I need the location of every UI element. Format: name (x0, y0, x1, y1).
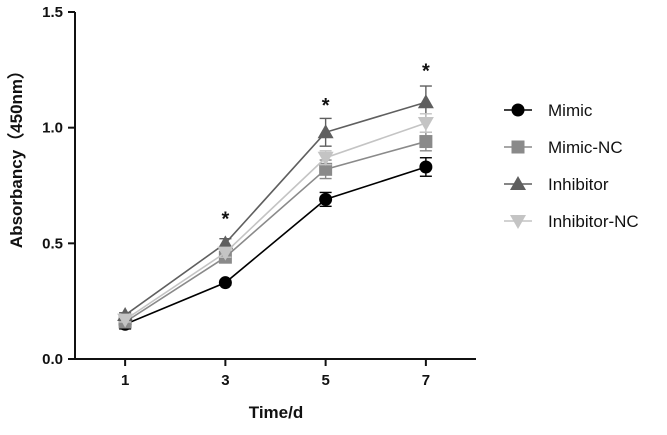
data-point (218, 276, 232, 290)
significance-star: * (322, 95, 330, 117)
significance-star: * (422, 61, 430, 83)
legend-marker (511, 140, 525, 154)
legend-marker (510, 215, 526, 229)
data-point (417, 117, 434, 132)
annotations: * * * (221, 61, 430, 231)
legend-label: Mimic-NC (548, 138, 623, 157)
series-line (124, 140, 427, 323)
legend-label: Inhibitor (548, 175, 609, 194)
series-line (124, 101, 427, 316)
x-tick-label: 3 (221, 372, 229, 389)
legend-item-inhibitor: Inhibitor (504, 175, 609, 194)
axes: 0.0 0.5 1.0 1.5 1 3 5 7 (42, 4, 476, 389)
x-tick-label: 7 (422, 372, 430, 389)
legend-item-mimic-nc: Mimic-NC (504, 138, 623, 157)
y-axis-title: Absorbancy（450nm） (6, 62, 26, 248)
legend-label: Mimic (548, 101, 593, 120)
y-tick-label: 0.0 (42, 351, 63, 368)
data-point (419, 160, 433, 174)
data-point (217, 235, 234, 250)
x-tick-label: 5 (321, 372, 329, 389)
x-axis-title: Time/d (249, 403, 303, 422)
legend-marker (510, 176, 526, 190)
legend-item-inhibitor-nc: Inhibitor-NC (504, 212, 639, 231)
y-tick-label: 1.5 (42, 4, 63, 21)
series-mimic (118, 157, 433, 331)
plot-series (117, 85, 434, 331)
legend-item-mimic: Mimic (504, 101, 593, 120)
series-line (124, 166, 427, 326)
data-point (319, 192, 333, 206)
series-line (124, 122, 427, 321)
data-point (319, 162, 333, 176)
y-tick-label: 1.0 (42, 120, 63, 137)
x-tick-label: 1 (121, 372, 129, 389)
data-point (417, 94, 434, 109)
series-mimic-nc (118, 131, 433, 329)
data-point (317, 151, 334, 166)
data-point (217, 246, 234, 261)
y-tick-label: 0.5 (42, 235, 63, 252)
series-inhibitor-nc (117, 113, 434, 328)
data-point (419, 135, 433, 149)
significance-star: * (221, 209, 229, 231)
legend-label: Inhibitor-NC (548, 212, 639, 231)
data-point (317, 124, 334, 139)
legend-marker (511, 103, 525, 117)
series-inhibitor (117, 85, 434, 322)
data-point (117, 313, 134, 328)
legend: Mimic Mimic-NC Inhibitor Inhibitor-NC (504, 101, 639, 231)
